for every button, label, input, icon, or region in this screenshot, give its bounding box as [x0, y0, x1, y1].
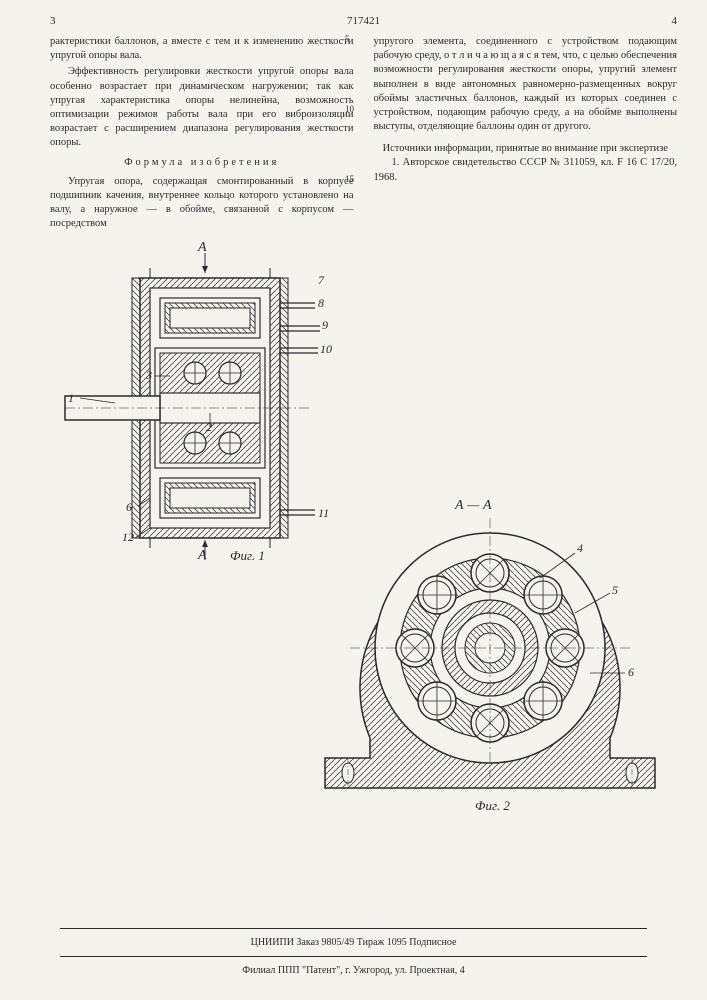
section-aa: А — А [455, 498, 492, 514]
callout-4: 4 [577, 541, 583, 556]
callout-9: 9 [322, 318, 328, 333]
fig1-label: Фиг. 1 [230, 548, 265, 564]
source-item: 1. Авторское свидетельство СССР № 311059… [374, 156, 678, 184]
figures-area: А А [50, 248, 677, 848]
line-num: 10 [345, 102, 354, 116]
text-columns: рактеристики баллонов, а вместе с тем и … [50, 35, 677, 233]
left-column: рактеристики баллонов, а вместе с тем и … [50, 35, 354, 233]
callout-12: 12 [122, 530, 134, 545]
callout-6: 6 [628, 665, 634, 680]
paragraph: упругого элемента, соединенного с устрой… [374, 35, 678, 134]
line-numbers-margin: 5 10 15 [345, 32, 354, 242]
callout-6: 6 [126, 500, 132, 515]
footer-line1: ЦНИИПИ Заказ 9805/49 Тираж 1095 Подписно… [0, 934, 707, 952]
figure-2: А — А [310, 508, 670, 818]
sources-title: Источники информации, принятые во вниман… [374, 142, 678, 156]
callout-2: 2 [206, 420, 212, 435]
right-page-num: 4 [672, 15, 678, 27]
paragraph: Упругая опора, содержащая смонтированный… [50, 175, 354, 232]
callout-1: 1 [68, 391, 74, 406]
callout-10: 10 [320, 342, 332, 357]
footer-line2: Филиал ППП "Патент", г. Ужгород, ул. Про… [0, 962, 707, 980]
section-a-bottom: А [198, 548, 207, 564]
right-column: упругого элемента, соединенного с устрой… [374, 35, 678, 233]
callout-8: 8 [318, 296, 324, 311]
page-header: 3 717421 4 [50, 15, 677, 27]
line-num: 5 [345, 32, 354, 46]
callout-7: 7 [318, 273, 324, 288]
callout-3: 3 [146, 368, 152, 383]
fig1-svg [60, 248, 340, 568]
formula-section-title: Формула изобретения [50, 156, 354, 170]
paragraph: Эффективность регулировки жесткости упру… [50, 65, 354, 150]
line-num: 15 [345, 172, 354, 186]
doc-number: 717421 [347, 15, 380, 27]
figure-1: А А [60, 248, 340, 568]
left-page-num: 3 [50, 15, 56, 27]
fig2-svg [310, 508, 670, 818]
section-a-top: А [198, 240, 207, 256]
callout-5: 5 [612, 583, 618, 598]
page-footer: ЦНИИПИ Заказ 9805/49 Тираж 1095 Подписно… [0, 928, 707, 980]
fig2-label: Фиг. 2 [475, 798, 510, 814]
paragraph: рактеристики баллонов, а вместе с тем и … [50, 35, 354, 63]
